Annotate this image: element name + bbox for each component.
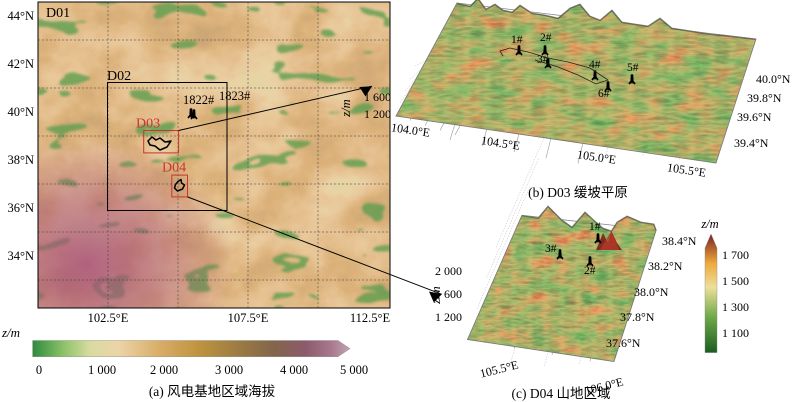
svg-text:(b) D03 缓坡平原: (b) D03 缓坡平原 xyxy=(528,185,628,200)
svg-text:z/m: z/m xyxy=(700,217,718,231)
svg-text:105.5°E: 105.5°E xyxy=(478,358,519,381)
svg-text:1 200: 1 200 xyxy=(435,310,462,324)
svg-text:z/m: z/m xyxy=(1,325,20,340)
svg-text:40.0°N: 40.0°N xyxy=(756,72,791,86)
svg-text:D01: D01 xyxy=(46,6,70,21)
svg-text:3#: 3# xyxy=(537,54,549,66)
svg-text:102.5°E: 102.5°E xyxy=(88,311,129,325)
svg-text:2#: 2# xyxy=(584,265,596,277)
svg-text:107.5°E: 107.5°E xyxy=(228,311,269,325)
svg-text:4 000: 4 000 xyxy=(280,363,308,377)
svg-text:37.8°N: 37.8°N xyxy=(620,310,655,324)
svg-text:4#: 4# xyxy=(589,59,601,71)
svg-text:37.6°N: 37.6°N xyxy=(606,336,641,350)
svg-text:3 000: 3 000 xyxy=(215,363,243,377)
svg-text:1823#: 1823# xyxy=(219,89,251,103)
svg-text:112.5°E: 112.5°E xyxy=(350,311,391,325)
svg-text:36°N: 36°N xyxy=(7,201,34,215)
svg-text:38°N: 38°N xyxy=(7,153,34,167)
svg-text:1 600: 1 600 xyxy=(364,90,391,104)
svg-text:1#: 1# xyxy=(511,34,523,46)
svg-text:5#: 5# xyxy=(627,62,639,74)
svg-text:40°N: 40°N xyxy=(7,105,34,119)
svg-text:1 000: 1 000 xyxy=(88,363,116,377)
svg-text:2 000: 2 000 xyxy=(435,264,462,278)
svg-text:3#: 3# xyxy=(545,243,557,255)
svg-text:1 700: 1 700 xyxy=(722,248,749,262)
svg-text:39.8°N: 39.8°N xyxy=(747,91,782,105)
svg-text:2#: 2# xyxy=(540,32,552,44)
svg-text:5 000: 5 000 xyxy=(340,363,368,377)
svg-text:39.4°N: 39.4°N xyxy=(734,136,769,150)
svg-text:38.4°N: 38.4°N xyxy=(662,234,697,248)
svg-text:z/m: z/m xyxy=(429,286,443,304)
svg-text:1822#: 1822# xyxy=(183,93,215,107)
svg-text:105.0°E: 105.0°E xyxy=(576,147,617,167)
svg-text:1 200: 1 200 xyxy=(364,107,391,121)
svg-text:38.2°N: 38.2°N xyxy=(648,259,683,273)
svg-text:1 100: 1 100 xyxy=(722,326,749,340)
svg-text:2 000: 2 000 xyxy=(150,363,178,377)
svg-text:42°N: 42°N xyxy=(7,57,34,71)
svg-text:D03: D03 xyxy=(136,117,160,132)
svg-text:1#: 1# xyxy=(589,221,601,233)
svg-text:34°N: 34°N xyxy=(7,249,34,263)
svg-text:0: 0 xyxy=(36,363,42,377)
svg-text:1 300: 1 300 xyxy=(722,300,749,314)
svg-text:z/m: z/m xyxy=(339,99,353,117)
svg-text:D04: D04 xyxy=(162,161,186,176)
svg-text:1 500: 1 500 xyxy=(722,274,749,288)
svg-text:(c) D04 山地区域: (c) D04 山地区域 xyxy=(512,386,611,401)
svg-text:39.6°N: 39.6°N xyxy=(737,110,772,124)
svg-text:105.5°E: 105.5°E xyxy=(666,160,707,180)
svg-text:44°N: 44°N xyxy=(7,9,34,23)
svg-text:(a) 风电基地区域海拔: (a) 风电基地区域海拔 xyxy=(149,383,276,399)
svg-text:38.0°N: 38.0°N xyxy=(634,285,669,299)
svg-text:104.5°E: 104.5°E xyxy=(480,133,521,153)
svg-text:6#: 6# xyxy=(598,88,610,100)
svg-text:104.0°E: 104.0°E xyxy=(390,120,431,140)
svg-text:D02: D02 xyxy=(107,69,131,84)
